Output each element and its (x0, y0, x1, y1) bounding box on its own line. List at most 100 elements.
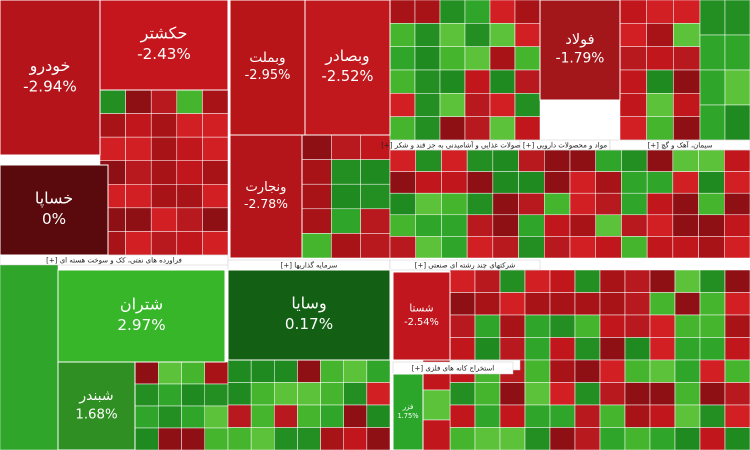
filler-tile (524, 269, 551, 293)
filler-tile (499, 337, 526, 361)
filler-tile (274, 427, 298, 450)
filler-tile (449, 382, 476, 406)
filler-tile (672, 192, 699, 216)
filler-tile (474, 337, 501, 361)
filler-tile (624, 269, 651, 293)
filler-tile (176, 231, 203, 256)
filler-tile (549, 269, 576, 293)
filler-tile (724, 69, 750, 106)
filler-tile (439, 0, 466, 24)
tile-name: خساپا (35, 188, 73, 208)
filler-tile (389, 69, 416, 94)
filler-tile (514, 23, 541, 47)
filler-tile (202, 160, 229, 185)
filler-tile (699, 337, 726, 361)
filler-tile (574, 337, 601, 361)
filler-tile (574, 359, 601, 383)
filler-tile (569, 214, 596, 237)
filler-tile (449, 404, 476, 428)
filler-tile (524, 292, 551, 316)
filler-tile (360, 233, 391, 259)
filler-tile (466, 236, 494, 259)
filler-tile (544, 149, 571, 172)
filler-tile (699, 104, 726, 141)
filler-tile (549, 337, 576, 361)
filler-tile (250, 427, 275, 450)
filler-tile (414, 69, 441, 94)
filler-tile (649, 314, 676, 338)
filler-tile (624, 404, 651, 428)
filler-tile (549, 404, 576, 428)
filler-tile (181, 405, 205, 429)
filler-tile (439, 93, 466, 117)
filler-tile (724, 359, 750, 383)
filler-tile (366, 427, 391, 450)
filler-tile (621, 149, 648, 172)
filler-tile (646, 192, 674, 216)
tile (57, 269, 226, 363)
filler-tile (176, 184, 203, 209)
filler-tile (574, 404, 601, 428)
filler-tile (569, 171, 596, 194)
filler-tile (549, 382, 576, 406)
filler-tile (524, 382, 551, 406)
filler-tile (202, 136, 229, 161)
filler-tile (624, 292, 651, 316)
filler-tile (297, 404, 321, 428)
filler-tile (227, 404, 252, 428)
filler-tile (0, 261, 59, 450)
filler-tile (674, 337, 701, 361)
filler-tile (514, 0, 541, 24)
filler-tile (595, 236, 622, 259)
filler-tile (549, 292, 576, 316)
filler-tile (176, 160, 203, 185)
filler-tile (524, 359, 551, 383)
filler-tile (389, 93, 416, 117)
filler-tile (649, 404, 676, 428)
filler-tile (99, 113, 126, 138)
tile-value: 1.68% (75, 407, 117, 422)
filler-tile (202, 184, 229, 209)
filler-tile (204, 405, 229, 429)
filler-tile (134, 405, 159, 429)
tile (99, 0, 229, 91)
filler-tile (176, 207, 203, 232)
filler-tile (673, 46, 701, 71)
filler-tile (673, 23, 701, 47)
filler-tile (389, 149, 416, 172)
filler-tile (499, 269, 526, 293)
filler-tile (672, 214, 699, 237)
filler-tile (158, 383, 182, 407)
filler-tile (646, 236, 674, 259)
filler-tile (125, 207, 152, 232)
filler-tile (441, 214, 468, 237)
filler-tile (297, 427, 321, 450)
filler-tile (150, 207, 178, 232)
filler-tile (474, 292, 501, 316)
filler-tile (449, 427, 476, 450)
filler-tile (646, 0, 674, 24)
filler-tile (320, 382, 344, 406)
filler-tile (422, 419, 451, 450)
filler-tile (698, 236, 725, 259)
filler-tile (343, 359, 368, 383)
filler-tile (360, 183, 391, 210)
filler-tile (439, 116, 466, 141)
filler-tile (699, 69, 726, 106)
filler-tile (204, 361, 229, 385)
filler-tile (514, 46, 541, 71)
filler-tile (649, 382, 676, 406)
filler-tile (649, 337, 676, 361)
filler-tile (466, 192, 494, 216)
tile (539, 0, 621, 101)
filler-tile (464, 46, 491, 71)
filler-tile (649, 359, 676, 383)
tile-value: -2.95% (245, 68, 291, 83)
filler-tile (499, 427, 526, 450)
filler-tile (202, 231, 229, 256)
filler-tile (331, 208, 361, 234)
filler-tile (673, 69, 701, 94)
filler-tile (499, 382, 526, 406)
tile-name: شبندر (78, 388, 113, 404)
tile (57, 361, 136, 450)
